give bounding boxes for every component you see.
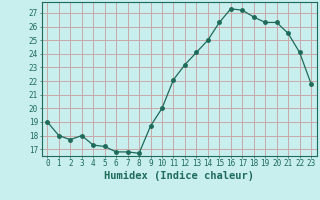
X-axis label: Humidex (Indice chaleur): Humidex (Indice chaleur) — [104, 171, 254, 181]
